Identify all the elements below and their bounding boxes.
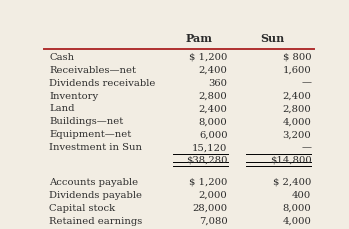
Text: Capital stock: Capital stock xyxy=(49,203,115,212)
Text: 8,000: 8,000 xyxy=(199,117,228,126)
Text: 2,800: 2,800 xyxy=(199,91,228,100)
Text: Inventory: Inventory xyxy=(49,91,98,100)
Text: $ 1,200: $ 1,200 xyxy=(189,177,228,186)
Text: $ 800: $ 800 xyxy=(283,52,311,61)
Text: Land: Land xyxy=(49,104,75,113)
Text: Buildings—net: Buildings—net xyxy=(49,117,123,126)
Text: 7,080: 7,080 xyxy=(199,216,228,225)
Text: 2,400: 2,400 xyxy=(283,91,311,100)
Text: Investment in Sun: Investment in Sun xyxy=(49,143,142,152)
Text: 2,800: 2,800 xyxy=(283,104,311,113)
Text: 4,000: 4,000 xyxy=(283,117,311,126)
Text: 15,120: 15,120 xyxy=(192,143,228,152)
Text: 6,000: 6,000 xyxy=(199,130,228,139)
Text: 4,000: 4,000 xyxy=(283,216,311,225)
Text: —: — xyxy=(302,143,311,152)
Text: Dividends receivable: Dividends receivable xyxy=(49,78,155,87)
Text: Pam: Pam xyxy=(186,33,213,44)
Text: Accounts payable: Accounts payable xyxy=(49,177,138,186)
Text: 2,400: 2,400 xyxy=(199,65,228,74)
Text: Retained earnings: Retained earnings xyxy=(49,216,142,225)
Text: $38,280: $38,280 xyxy=(186,155,228,164)
Text: $14,800: $14,800 xyxy=(270,228,311,229)
Text: 28,000: 28,000 xyxy=(192,203,228,212)
Text: $38,280: $38,280 xyxy=(186,228,228,229)
Text: Receivables—net: Receivables—net xyxy=(49,65,136,74)
Text: 1,600: 1,600 xyxy=(283,65,311,74)
Text: $ 2,400: $ 2,400 xyxy=(273,177,311,186)
Text: 3,200: 3,200 xyxy=(283,130,311,139)
Text: $14,800: $14,800 xyxy=(270,155,311,164)
Text: —: — xyxy=(302,78,311,87)
Text: $ 1,200: $ 1,200 xyxy=(189,52,228,61)
Text: 360: 360 xyxy=(209,78,228,87)
Text: 2,400: 2,400 xyxy=(199,104,228,113)
Text: Sun: Sun xyxy=(260,33,284,44)
Text: Equipment—net: Equipment—net xyxy=(49,130,131,139)
Text: Dividends payable: Dividends payable xyxy=(49,190,142,199)
Text: 2,000: 2,000 xyxy=(199,190,228,199)
Text: 8,000: 8,000 xyxy=(283,203,311,212)
Text: 400: 400 xyxy=(292,190,311,199)
Text: Cash: Cash xyxy=(49,52,74,61)
